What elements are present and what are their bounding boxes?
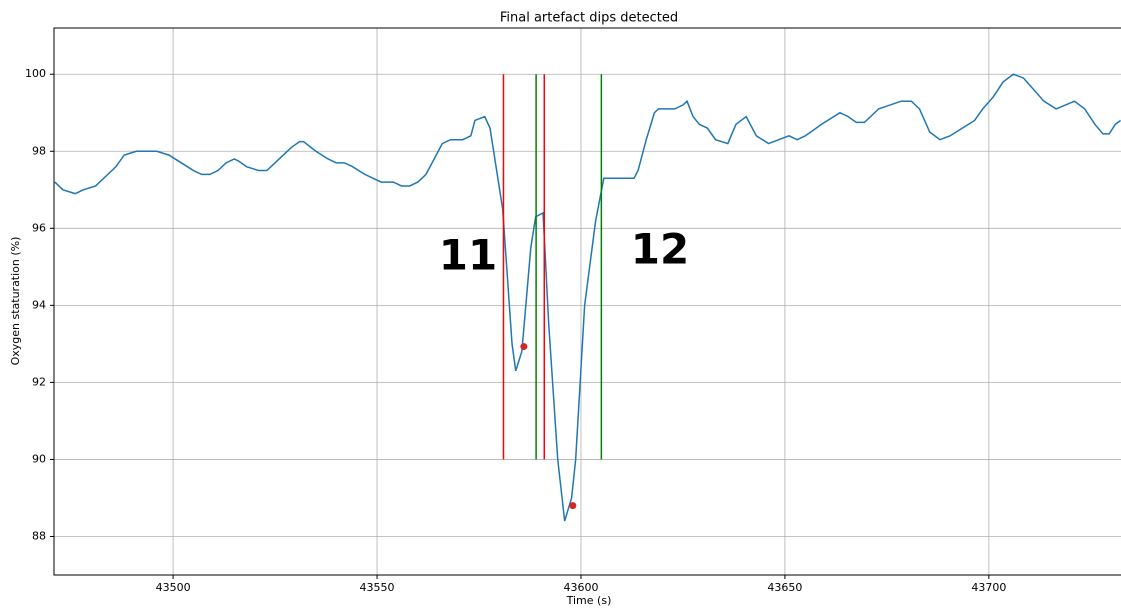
y-tick-label: 88 [32,529,46,542]
ticks: 43500 43550 43600 43650 43700 88 90 92 94 96 98 100 [25,67,1006,594]
y-tick-label: 92 [32,375,46,388]
dip-point [569,502,577,510]
x-tick-label: 43700 [971,581,1006,594]
y-tick-label: 94 [32,298,46,311]
x-axis-label: Time (s) [566,594,612,607]
x-tick-label: 43500 [156,581,191,594]
y-tick-label: 96 [32,221,46,234]
annotation: 11 [439,231,497,280]
axes-frame [53,27,1121,576]
plot-area [54,73,1121,522]
y-tick-label: 100 [25,67,46,80]
y-tick-label: 90 [32,452,46,465]
y-tick-label: 98 [32,144,46,157]
data-line [54,73,1121,522]
x-tick-label: 43600 [563,581,598,594]
y-axis-label: Oxygen staturation (%) [9,237,22,366]
chart-title: Final artefact dips detected [500,11,678,26]
grid [54,28,1121,575]
x-tick-label: 43550 [360,581,395,594]
annotation: 12 [631,225,689,274]
dip-point [520,343,528,351]
x-tick-label: 43650 [767,581,802,594]
